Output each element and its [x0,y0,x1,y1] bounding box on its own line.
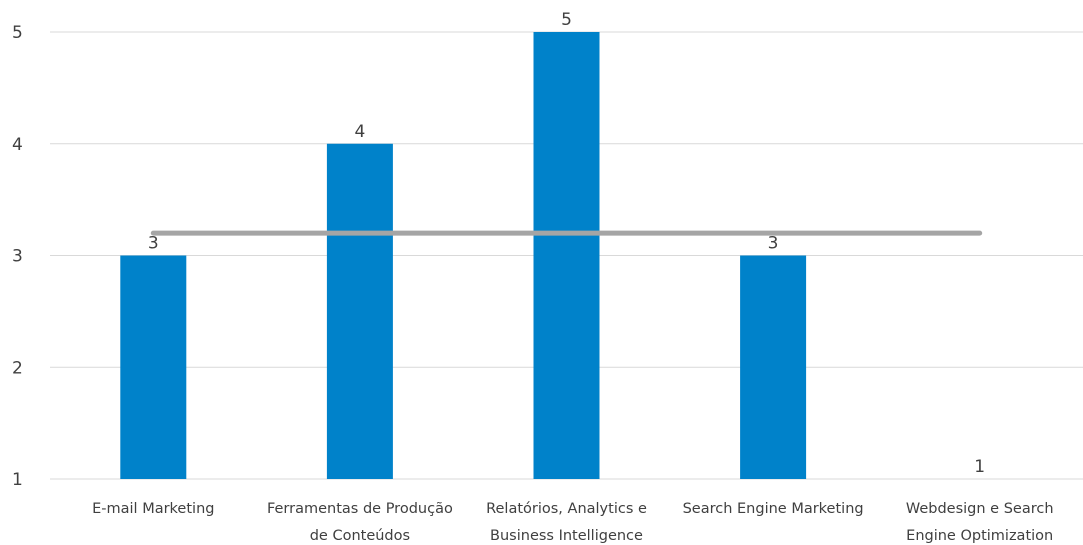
x-tick-label-line: Webdesign e Search [906,501,1054,517]
bar [120,255,187,479]
x-tick-label-line: de Conteúdos [310,528,410,544]
x-axis: E-mail Marketing Ferramentas de Produção d… [92,501,1053,544]
y-tick-label: 2 [12,358,23,378]
x-tick-label: Search Engine Marketing [683,501,864,517]
x-tick-label: Webdesign e Search Engine Optimization [906,501,1054,544]
y-tick-label: 5 [12,23,23,43]
data-label: 5 [561,10,572,30]
y-axis: 1 2 3 4 5 [12,23,23,490]
data-labels: 3 4 5 3 1 [148,10,985,477]
data-label: 4 [354,122,365,142]
x-tick-label-line: Business Intelligence [490,528,643,544]
data-label: 1 [974,457,985,477]
x-tick-label-line: Ferramentas de Produção [267,501,453,517]
y-tick-label: 4 [12,135,23,155]
x-tick-label-line: Engine Optimization [906,528,1053,544]
x-tick-label: E-mail Marketing [92,501,214,517]
bars [120,32,807,479]
bar [533,32,600,479]
x-tick-label: Relatórios, Analytics e Business Intellig… [486,501,647,544]
y-tick-label: 3 [12,247,23,267]
x-tick-label: Ferramentas de Produção de Conteúdos [267,501,453,544]
x-tick-label-line: Relatórios, Analytics e [486,501,647,517]
x-tick-label-line: Search Engine Marketing [683,501,864,517]
bar [740,255,807,479]
data-label: 3 [148,234,159,254]
x-tick-label-line: E-mail Marketing [92,501,214,517]
data-label: 3 [768,234,779,254]
bar [326,143,393,479]
y-tick-label: 1 [12,470,23,490]
